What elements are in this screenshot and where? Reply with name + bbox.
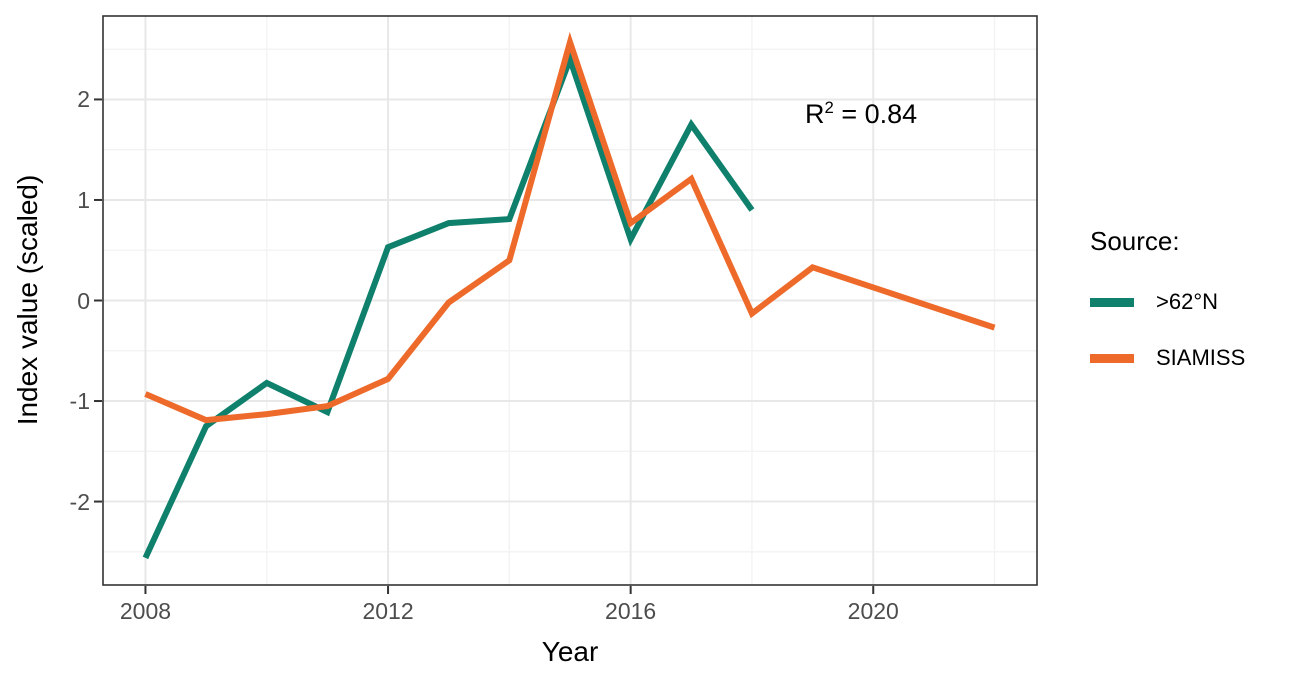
y-tick-label: -2 [69,488,90,515]
legend-item-label: SIAMISS [1156,345,1246,370]
legend: Source: >62°N SIAMISS [1090,226,1245,398]
legend-item-label: >62°N [1156,289,1219,314]
y-axis-title: Index value (scaled) [12,174,43,426]
x-tick-label: 2020 [847,598,899,624]
x-axis-title: Year [541,636,599,667]
y-tick-label: -1 [69,388,90,415]
y-tick-label: 2 [77,86,90,113]
panel-border [102,15,1038,586]
legend-item: SIAMISS [1090,342,1245,374]
legend-title: Source: [1090,226,1180,256]
x-tick-label: 2016 [605,598,657,624]
r-squared-value: = 0.84 [833,98,918,129]
x-tick-label: 2012 [362,598,414,624]
legend-key-swatch [1090,297,1134,307]
r-squared-exponent: 2 [824,97,834,117]
y-tick-label: 1 [77,186,90,213]
legend-item: >62°N [1090,286,1245,318]
y-tick-label: 0 [77,287,90,314]
legend-key-swatch [1090,353,1134,363]
series-line-62-n [142,50,755,560]
r-squared-base: R [805,98,825,129]
series-line-siamiss [144,31,996,424]
r-squared-annotation: R2 = 0.84 [805,98,917,130]
x-tick-label: 2008 [119,598,172,624]
legend-items: >62°N SIAMISS [1090,286,1245,374]
